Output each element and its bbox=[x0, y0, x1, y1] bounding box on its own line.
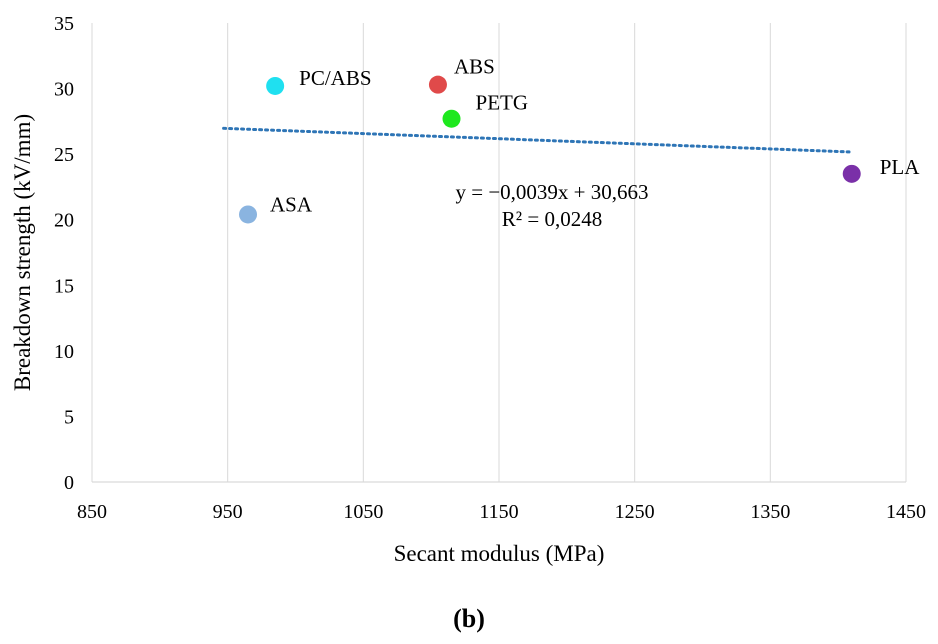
data-point bbox=[428, 75, 447, 94]
x-tick-label: 1150 bbox=[479, 501, 518, 523]
y-tick-label: 5 bbox=[64, 406, 74, 428]
data-point-label: PLA bbox=[880, 155, 921, 179]
trendline-group bbox=[222, 126, 851, 154]
y-tick-label: 0 bbox=[64, 472, 74, 494]
data-point-label: ASA bbox=[270, 192, 313, 216]
x-tick-label: 1450 bbox=[886, 501, 926, 523]
x-tick-label: 950 bbox=[213, 501, 243, 523]
trendline bbox=[222, 126, 851, 154]
data-point-label: ABS bbox=[454, 55, 495, 79]
y-tick-label: 20 bbox=[54, 210, 74, 232]
data-point bbox=[239, 205, 258, 224]
vertical-gridlines bbox=[91, 23, 907, 482]
y-tick-label: 35 bbox=[54, 13, 74, 35]
panel-label: (b) bbox=[453, 604, 485, 633]
data-point-label: PC/ABS bbox=[299, 66, 371, 90]
data-point bbox=[442, 109, 461, 128]
x-tick-label: 1350 bbox=[750, 501, 790, 523]
x-tick-labels: 850 950 1050 1150 1250 1350 1450 bbox=[77, 501, 926, 523]
x-tick-label: 1250 bbox=[615, 501, 655, 523]
trendline-r-squared: R² = 0,0248 bbox=[502, 207, 602, 231]
x-tick-label: 1050 bbox=[343, 501, 383, 523]
data-points: PC/ABS ABS PETG ASA PLA bbox=[239, 55, 920, 224]
data-point bbox=[266, 76, 285, 95]
y-tick-labels: 0 5 10 15 20 25 30 35 bbox=[54, 13, 74, 494]
y-tick-label: 25 bbox=[54, 144, 74, 166]
trendline-equation: y = −0,0039x + 30,663 bbox=[455, 180, 648, 204]
data-point bbox=[842, 164, 861, 183]
x-axis-title: Secant modulus (MPa) bbox=[394, 541, 605, 566]
y-tick-label: 30 bbox=[54, 79, 74, 101]
y-axis-title: Breakdown strength (kV/mm) bbox=[10, 114, 35, 391]
data-point-label: PETG bbox=[476, 91, 529, 115]
x-tick-label: 850 bbox=[77, 501, 107, 523]
y-tick-label: 10 bbox=[54, 341, 74, 363]
y-tick-label: 15 bbox=[54, 275, 74, 297]
